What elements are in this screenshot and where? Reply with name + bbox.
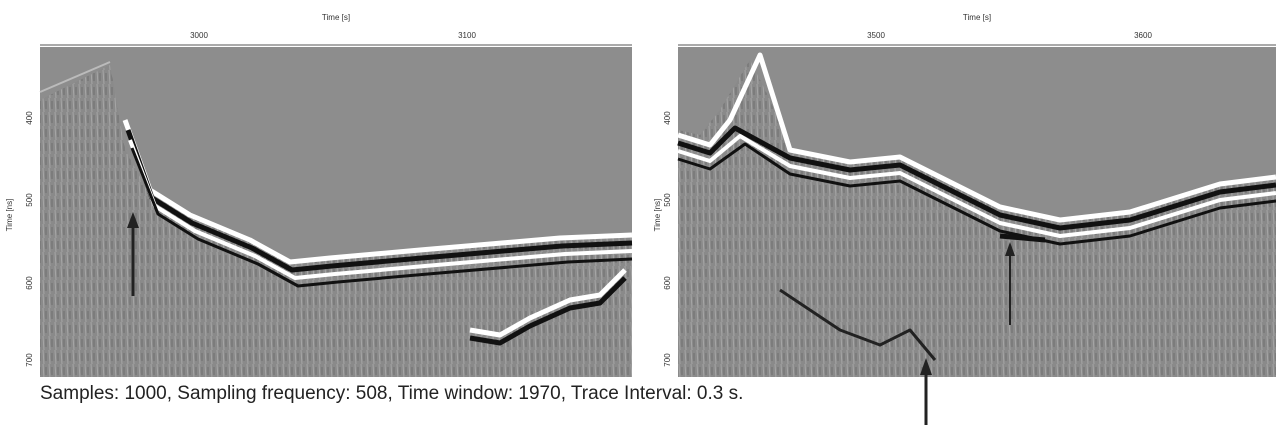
y-tick-label: 400 [663,111,672,125]
y-tick-label: 400 [25,111,34,125]
y-tick-label: 700 [25,353,34,367]
y-tick-label: 600 [25,276,34,290]
y-tick-label: 700 [663,353,672,367]
arrow [920,358,932,425]
x-axis-label: Time [s] [322,13,350,22]
labels: Time [s] 3000 3100 Time [ns] 400 500 600 700 Tim… [5,13,1276,367]
arrow [127,212,139,296]
x-axis-label: Time [s] [963,13,991,22]
air-region [678,47,1276,218]
y-axis-label: Time [ns] [653,199,662,232]
y-tick-label: 600 [663,276,672,290]
x-tick-label: 3100 [458,31,476,40]
left-radargram [39,47,633,377]
reflectors [677,52,1276,361]
x-tick-label: 3600 [1134,31,1152,40]
x-tick-label: 3000 [190,31,208,40]
y-axis-label: Time [ns] [5,199,14,232]
x-tick-label: 3500 [867,31,885,40]
y-tick-label: 500 [25,193,34,207]
y-tick-label: 500 [663,193,672,207]
caption: Samples: 1000, Sampling frequency: 508, … [40,383,743,404]
air-region [40,47,632,262]
arrow [1005,242,1015,325]
right-radargram [677,47,1276,425]
reflectors [39,61,633,346]
